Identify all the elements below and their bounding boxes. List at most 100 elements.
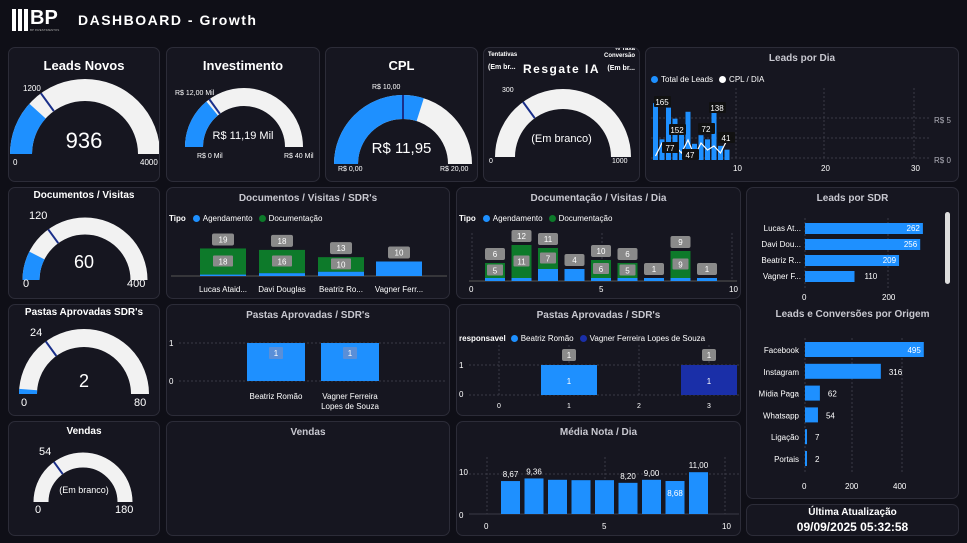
bar	[524, 478, 544, 514]
bar-agendamento	[644, 278, 664, 281]
gauge-min: 0	[13, 158, 18, 167]
kpi-title: Investimento	[202, 58, 284, 73]
data-label: 62	[828, 390, 837, 399]
y-tick: 0	[459, 511, 464, 520]
bar	[698, 135, 704, 160]
total-label-bg	[697, 263, 717, 275]
gauge-target: R$ 10,00	[372, 84, 401, 91]
data-label: 110	[865, 272, 878, 281]
x-tick: 0	[497, 403, 501, 410]
legend: responsavel Beatriz Romão Vagner Ferreir…	[459, 334, 705, 343]
data-label-bg	[593, 263, 609, 274]
data-label: 165	[655, 98, 669, 107]
gauge	[22, 217, 148, 281]
resgate-left-value: (Em br...	[488, 64, 516, 71]
gauge-value: (Em branco)	[59, 485, 109, 495]
category-label: Lucas Ataid...	[199, 285, 247, 294]
gauge	[10, 79, 159, 155]
category-label: Vagner F...	[763, 272, 801, 281]
data-label-bg	[662, 142, 679, 153]
gauge-target: 54	[39, 446, 52, 458]
data-label: 152	[670, 126, 684, 135]
gauge-max: 4000	[140, 158, 158, 167]
legend-dot-blue	[482, 215, 490, 222]
bar-agendamento	[485, 278, 505, 281]
scrollbar[interactable]	[945, 212, 950, 284]
total-label-bg	[617, 248, 638, 260]
bar	[805, 223, 923, 234]
data-label-bg	[672, 258, 689, 270]
leads-por-dia-panel: Leads por Dia Total de Leads CPL / DIA 1…	[645, 47, 959, 182]
total-label: 13	[337, 244, 346, 253]
legend-label: Agendamento	[492, 214, 543, 223]
y2-tick: R$ 5	[934, 116, 951, 125]
y-tick: 10	[459, 468, 468, 477]
gauge-min: R$ 0,00	[338, 166, 363, 173]
gauge	[33, 452, 133, 503]
documentos-sdr-panel: Documentos / Visitas / SDR's Tipo Agenda…	[166, 187, 450, 299]
data-label-bg	[272, 255, 292, 267]
gauge-value: 936	[65, 128, 103, 153]
total-label-bg	[564, 254, 585, 266]
page-title: DASHBOARD - Growth	[78, 12, 258, 28]
legend-dot-blue	[651, 76, 658, 83]
data-label: 72	[702, 125, 711, 134]
category-label: Portais	[774, 455, 799, 464]
data-label: 7	[546, 255, 551, 264]
data-label: 18	[219, 258, 228, 267]
bar	[805, 255, 900, 266]
x-tick: 0	[469, 285, 474, 294]
data-label-bg	[331, 258, 351, 270]
data-label-bg	[540, 252, 556, 264]
kpi-title: Resgate IA	[522, 62, 601, 76]
data-label: 47	[686, 151, 695, 160]
kpi-title: CPL	[388, 58, 415, 73]
y-tick: 1	[459, 361, 464, 370]
total-label-bg	[212, 233, 234, 246]
data-label: 9,00	[644, 469, 660, 478]
data-label: 495	[907, 346, 921, 355]
kpi-vendas: Vendas (Em branco) 54 0 180	[8, 421, 160, 536]
data-label: 16	[278, 258, 287, 267]
chart-title: Documentos / Visitas / SDR's	[238, 193, 378, 204]
total-label: 4	[572, 256, 577, 265]
bar-agendamento	[591, 278, 611, 281]
bar	[681, 365, 737, 395]
bar	[679, 133, 684, 160]
gauge-target: 300	[502, 87, 514, 94]
bar	[805, 407, 818, 423]
data-label: 256	[904, 240, 918, 249]
bar-agendamento	[200, 274, 246, 276]
x-tick: 1	[567, 403, 571, 410]
bar-agendamento	[617, 278, 638, 281]
category-label: Vagner Ferr...	[375, 285, 423, 294]
data-label-bg	[213, 255, 233, 267]
logo-subtext: BP INVESTIMENTOS	[30, 28, 60, 32]
gauge-value: R$ 11,95	[371, 140, 432, 157]
legend-label: Documentação	[558, 214, 613, 223]
resgate-right-title: % Taxa Conversão	[603, 47, 635, 59]
gauge-max: 1000	[612, 158, 628, 165]
legend-label: CPL / DIA	[729, 75, 765, 84]
data-label: 11	[517, 258, 526, 267]
bar	[541, 365, 597, 395]
bar-agendamento	[376, 261, 422, 276]
bar	[653, 103, 658, 160]
total-label: 6	[625, 250, 630, 259]
data-label-bg	[619, 264, 636, 276]
bar	[642, 479, 661, 514]
gauge-target: R$ 12,00 Mil	[175, 90, 215, 97]
data-label: 138	[710, 104, 724, 113]
category-label: Instagram	[763, 368, 799, 377]
gauge-value: 2	[78, 371, 89, 391]
data-label: 11,00	[689, 461, 709, 470]
bar	[724, 149, 730, 160]
total-label-bg	[511, 230, 532, 242]
total-label-bg	[702, 349, 716, 361]
data-label-bg	[513, 255, 530, 267]
bar-agendamento	[318, 271, 364, 276]
leads-por-dia-chart: 165 152 77 47 72 138 41	[651, 88, 929, 160]
pastas-sdr-dia-panel: Pastas Aprovadas / SDR's responsavel Bea…	[456, 304, 741, 416]
data-label: 8,68	[667, 489, 683, 498]
total-label-bg	[591, 245, 611, 257]
